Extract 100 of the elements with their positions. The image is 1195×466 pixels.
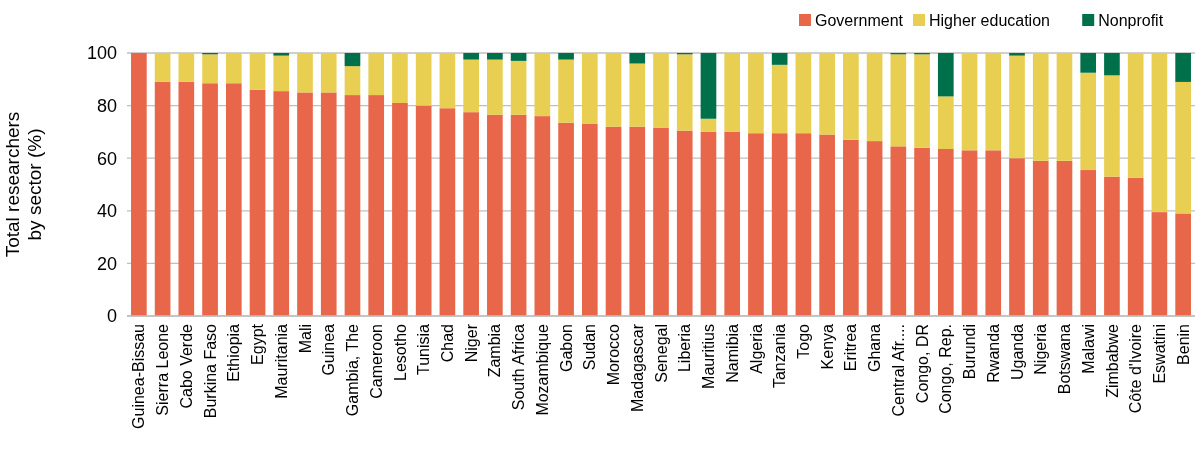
bar <box>700 53 717 119</box>
x-tick-label: Sudan <box>581 324 599 371</box>
bar <box>297 92 313 316</box>
y-tick-label: 40 <box>96 201 117 222</box>
x-tick-label: Ghana <box>866 323 884 373</box>
x-tick-label: Sierra Leone <box>154 323 172 416</box>
bar <box>1032 160 1049 316</box>
bar <box>249 89 266 316</box>
x-tick-label: Liberia <box>676 323 694 373</box>
legend-label: Nonprofit <box>1098 11 1164 29</box>
bar <box>558 122 574 316</box>
y-tick-label: 0 <box>106 306 117 327</box>
x-tick-label: Cameroon <box>367 324 385 399</box>
bar <box>510 114 527 316</box>
x-tick-label: Chad <box>439 324 456 363</box>
y-tick-label: 100 <box>86 43 117 64</box>
bar <box>914 147 930 316</box>
bar <box>1127 177 1144 316</box>
bar <box>581 53 598 125</box>
x-tick-label: Botswana <box>1056 323 1074 395</box>
bar <box>700 131 717 316</box>
x-tick-label: Tunisia <box>415 323 433 375</box>
bar <box>653 53 669 128</box>
bar <box>819 134 835 316</box>
bar <box>890 54 907 147</box>
bar <box>961 53 978 151</box>
bar <box>392 53 408 103</box>
x-tick-label: Morocco <box>605 323 623 386</box>
x-tick-label: Benin <box>1174 324 1192 365</box>
bar <box>463 53 479 60</box>
bar <box>1009 55 1025 159</box>
bar <box>1175 213 1191 316</box>
bar <box>937 96 954 149</box>
x-tick-label: Gabon <box>557 324 575 373</box>
x-tick-label: Eritrea <box>842 323 860 372</box>
x-tick-label: Niger <box>462 323 480 363</box>
bar <box>1056 160 1073 316</box>
x-tick-label: Burkina Faso <box>201 323 219 419</box>
bar <box>439 108 456 316</box>
bar <box>795 133 812 316</box>
bar <box>1080 170 1097 316</box>
x-tick-label: Côte d'Ivoire <box>1127 323 1145 414</box>
x-tick-label: Namibia <box>723 323 741 383</box>
bar <box>415 105 432 316</box>
bar <box>1080 53 1097 73</box>
x-tick-label: Central Afr.... <box>889 324 907 417</box>
bar <box>819 53 835 135</box>
bar <box>344 66 361 96</box>
y-tick-label: 20 <box>96 253 117 274</box>
x-tick-label: Madagascar <box>628 323 646 413</box>
bar <box>700 118 717 132</box>
bar <box>344 53 361 67</box>
bar <box>937 149 954 316</box>
bar <box>154 53 171 82</box>
bar <box>771 133 788 316</box>
bar <box>202 83 218 316</box>
bar <box>487 53 503 60</box>
bar <box>1104 75 1120 177</box>
bar <box>297 53 313 93</box>
bar <box>510 53 527 61</box>
bar <box>961 150 978 316</box>
y-tick-label: 60 <box>96 148 117 169</box>
bar <box>415 53 432 106</box>
bar <box>1151 212 1168 316</box>
bar <box>748 53 764 134</box>
x-tick-label: Uganda <box>1008 323 1026 381</box>
bar <box>558 59 574 123</box>
legend-label: Higher education <box>929 11 1050 29</box>
bar <box>581 124 598 316</box>
bar <box>985 150 1002 316</box>
bar <box>320 53 337 93</box>
bar <box>320 92 337 316</box>
bar <box>368 95 385 316</box>
bar <box>1175 81 1191 214</box>
bar <box>866 53 883 142</box>
bar <box>510 60 527 115</box>
bar <box>225 83 242 316</box>
x-tick-label: Mozambique <box>533 323 551 416</box>
bar <box>1151 53 1168 213</box>
bar <box>273 53 290 56</box>
bar <box>605 53 622 127</box>
bar <box>1104 176 1120 316</box>
x-tick-label: Gambia, The <box>344 323 362 417</box>
bar <box>866 141 883 316</box>
x-tick-label: Mali <box>296 324 314 354</box>
x-tick-label: Guinea <box>320 323 338 376</box>
x-tick-label: Guinea-Bissau <box>130 324 148 429</box>
y-axis-title: Total researchers by sector (%) <box>1 111 46 258</box>
bar <box>724 53 741 132</box>
x-tick-label: Cabo Verde <box>177 323 195 409</box>
bar <box>724 131 741 316</box>
bar <box>1032 53 1049 161</box>
x-tick-label: Congo, DR <box>913 324 931 404</box>
x-tick-label: South Africa <box>510 323 528 411</box>
bar <box>439 53 456 109</box>
bar <box>1009 158 1025 316</box>
bar <box>368 53 385 96</box>
bar <box>558 53 574 60</box>
bar <box>676 54 693 131</box>
x-tick-label: Malawi <box>1079 324 1097 374</box>
